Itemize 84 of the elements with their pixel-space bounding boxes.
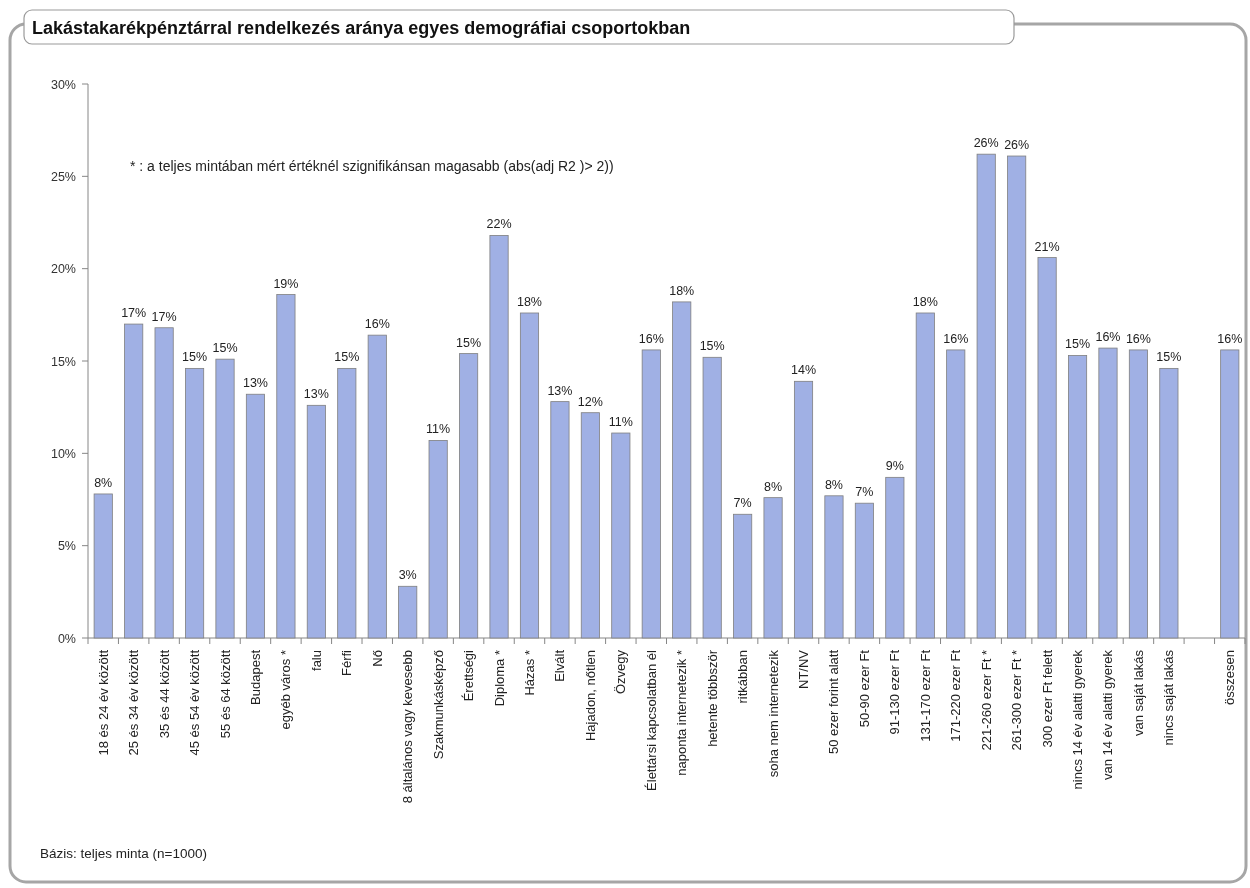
x-tick-label: 300 ezer Ft felett — [1039, 649, 1055, 748]
x-tick-label: Hajadon, nőtlen — [582, 650, 598, 742]
data-label: 14% — [791, 363, 817, 378]
data-label: 13% — [242, 376, 268, 391]
y-tick-label: 15% — [50, 354, 76, 369]
x-tick-label: Özvegy — [613, 649, 629, 695]
data-label: 7% — [733, 496, 752, 511]
y-tick-label: 25% — [50, 169, 76, 184]
data-label: 3% — [398, 568, 417, 583]
x-tick-label: egyéb város * — [278, 650, 294, 730]
x-tick-label: falu — [308, 650, 324, 671]
data-label: 17% — [151, 309, 177, 324]
data-label: 18% — [516, 294, 542, 309]
data-label: 21% — [1034, 239, 1060, 254]
x-tick-label: 45 és 54 év között — [187, 649, 203, 756]
x-tick-label: Elvált — [552, 649, 568, 682]
y-tick-label: 5% — [57, 539, 76, 554]
x-tick-label: Nő — [369, 650, 385, 667]
x-tick-label: ritkábban — [735, 650, 751, 704]
data-label: 7% — [855, 485, 874, 500]
data-label: 15% — [699, 339, 725, 354]
data-label: 15% — [1156, 350, 1182, 365]
x-tick-label: Férfi — [339, 649, 355, 676]
y-tick-label: 20% — [50, 262, 76, 277]
data-label: 11% — [608, 415, 633, 430]
x-tick-label: soha nem internetezik — [765, 649, 781, 778]
data-label: 13% — [547, 383, 573, 398]
data-label: 16% — [1095, 330, 1121, 345]
x-tick-label: 55 és 64 között — [217, 649, 233, 739]
data-label: 15% — [212, 341, 238, 356]
data-label: 13% — [303, 387, 329, 402]
data-label: 12% — [577, 394, 603, 409]
y-tick-label: 10% — [50, 446, 76, 461]
data-label: 9% — [885, 459, 904, 474]
data-label: 15% — [182, 350, 208, 365]
x-tick-label: Érettségi — [461, 649, 477, 702]
data-label: 16% — [1217, 331, 1243, 346]
y-tick-label: 30% — [50, 77, 76, 92]
x-tick-label: NT/NV — [796, 649, 812, 689]
data-label: 18% — [912, 294, 938, 309]
data-label: 19% — [273, 276, 299, 291]
text: Bázis: teljes minta (n=1000) — [40, 846, 207, 861]
data-label: 17% — [121, 306, 147, 321]
x-tick-label: összesen — [1222, 650, 1238, 705]
data-label: 22% — [486, 217, 512, 232]
x-tick-label: hetente többször — [704, 649, 720, 747]
data-label: 15% — [334, 350, 360, 365]
data-label: 26% — [1004, 138, 1030, 153]
x-tick-label: 35 és 44 között — [156, 649, 172, 739]
x-tick-label: 50 ezer forint alatt — [826, 649, 842, 755]
x-tick-label: nincs saját lakás — [1161, 649, 1177, 746]
x-tick-label: 18 és 24 év között — [95, 649, 111, 756]
data-label: 8% — [764, 479, 783, 494]
x-tick-label: 261-300 ezer Ft * — [1009, 650, 1025, 751]
x-tick-label: 25 és 34 év között — [126, 649, 142, 756]
x-tick-label: van saját lakás — [1130, 649, 1146, 736]
x-tick-label: 221-260 ezer Ft * — [978, 650, 994, 751]
x-tick-label: Élettársi kapcsolatban él — [643, 649, 659, 791]
x-tick-label: 91-130 ezer Ft — [887, 649, 903, 735]
y-tick-label: 0% — [57, 631, 76, 646]
x-tick-label: 50-90 ezer Ft — [856, 649, 872, 728]
x-tick-label: nincs 14 év alatti gyerek — [1070, 649, 1086, 790]
data-label: 15% — [1065, 337, 1091, 352]
x-tick-label: Házas * — [521, 650, 537, 696]
x-tick-label: 131-170 ezer Ft — [917, 649, 933, 742]
data-label: 8% — [824, 477, 843, 492]
data-label: 8% — [94, 475, 113, 490]
data-label: 16% — [943, 331, 969, 346]
x-tick-label: Budapest — [247, 649, 263, 705]
data-label: 15% — [456, 335, 482, 350]
annotation: * : a teljes mintában mért értéknél szignifikánsan magasabb (abs(adj R2 )> 2)) — [130, 158, 614, 174]
data-label: 11% — [426, 422, 451, 437]
x-tick-label: naponta internetezik * — [674, 650, 690, 776]
x-tick-label: Diploma * — [491, 650, 507, 707]
data-label: 16% — [638, 331, 664, 346]
data-label: 16% — [1125, 331, 1151, 346]
x-tick-label: Szakmunkásképző — [430, 650, 446, 760]
x-tick-label: 171-220 ezer Ft — [948, 649, 964, 742]
data-label: 16% — [364, 317, 390, 332]
data-label: 18% — [669, 283, 695, 298]
x-tick-label: 8 általános vagy kevesebb — [400, 650, 416, 804]
data-label: 26% — [973, 136, 999, 151]
chart-title: Lakástakarékpénztárral rendelkezés aránya egyes demográfiai csoportokban — [32, 18, 691, 38]
x-tick-label: van 14 év alatti gyerek — [1100, 649, 1116, 781]
